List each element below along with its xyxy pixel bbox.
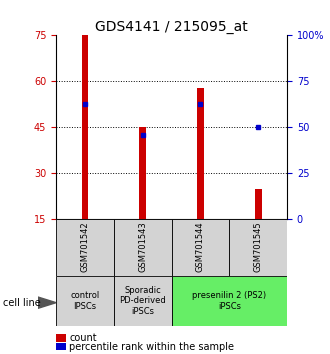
Bar [172, 276, 287, 326]
Bar [197, 87, 204, 219]
Text: GSM701542: GSM701542 [81, 221, 89, 272]
Polygon shape [38, 297, 56, 308]
Bar [82, 35, 88, 219]
Bar [114, 219, 172, 276]
Title: GDS4141 / 215095_at: GDS4141 / 215095_at [95, 21, 248, 34]
Text: cell line: cell line [3, 298, 41, 308]
Text: percentile rank within the sample: percentile rank within the sample [69, 342, 234, 352]
Bar [229, 219, 287, 276]
Text: GSM701543: GSM701543 [138, 221, 147, 272]
Text: GSM701545: GSM701545 [254, 221, 263, 272]
Text: presenilin 2 (PS2)
iPSCs: presenilin 2 (PS2) iPSCs [192, 291, 266, 310]
Bar [56, 219, 114, 276]
Text: GSM701544: GSM701544 [196, 221, 205, 272]
Text: control
IPSCs: control IPSCs [70, 291, 100, 310]
Bar [56, 276, 114, 326]
Bar [172, 219, 229, 276]
Bar [114, 276, 172, 326]
Bar [255, 189, 262, 219]
Bar [139, 127, 146, 219]
Text: count: count [69, 333, 97, 343]
Text: Sporadic
PD-derived
iPSCs: Sporadic PD-derived iPSCs [119, 286, 166, 316]
